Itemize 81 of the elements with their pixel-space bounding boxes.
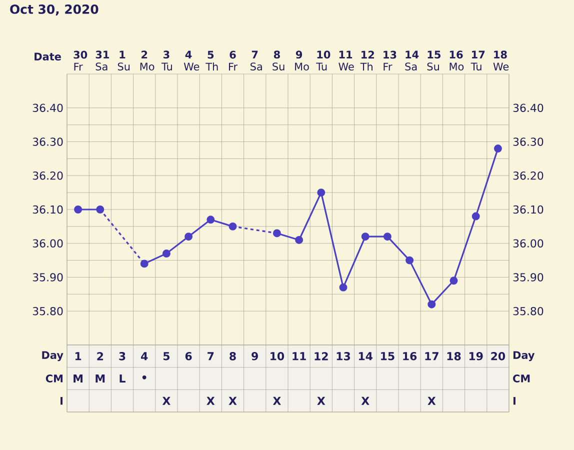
text: 5 [163, 352, 170, 360]
x-tick-label: 15 Su [427, 50, 440, 70]
point [428, 300, 436, 308]
text: 6 [185, 352, 192, 360]
x-tick-label: 10 Tu [316, 50, 330, 70]
y-tick-label: 36.30 [32, 138, 63, 146]
point [184, 232, 193, 241]
x-tick-label: 14 Sa [405, 50, 419, 70]
text: 9 [252, 352, 258, 360]
text: 11 [292, 352, 306, 360]
text: 20 [491, 352, 506, 360]
point [339, 283, 348, 292]
text: • [142, 376, 146, 380]
x-tick-label: 7 Sa [250, 50, 262, 70]
point [74, 206, 82, 214]
x-tick-label: 6 Fr [229, 50, 238, 70]
point [406, 256, 414, 264]
text: X [162, 396, 170, 405]
text: 8 [230, 352, 236, 360]
x-tick-label: 3 Tu [161, 50, 172, 70]
text: X [272, 396, 281, 405]
x-tick-label: 9 Mo [295, 50, 309, 70]
text: X [317, 396, 326, 405]
x-tick-label: 30 Fr [74, 50, 88, 70]
x-tick-label: 4 We [184, 50, 200, 70]
text: 17 [425, 352, 438, 360]
y-tick-label: CM [513, 374, 530, 382]
text: X [206, 396, 215, 405]
x-tick-label: 13 Fr [384, 50, 396, 70]
y-tick-label: 36.00 [32, 239, 63, 248]
y-tick-label: 36.10 [32, 205, 63, 214]
x-tick-label: 5 Th [206, 50, 218, 70]
text: 4 [141, 352, 148, 360]
point [317, 188, 326, 197]
text: X [228, 396, 237, 405]
text: 18 [447, 352, 461, 360]
point [140, 260, 148, 268]
chart-title: Oct 30, 2020 [10, 4, 98, 16]
point [295, 236, 304, 244]
point [494, 144, 502, 153]
text: 2 [97, 352, 104, 360]
y-tick-label: 35.80 [32, 306, 63, 316]
text: 16 [403, 352, 417, 360]
x-tick-label: 18 We [493, 50, 509, 70]
text: 19 [469, 352, 483, 360]
text: M [96, 374, 105, 382]
text: 10 [270, 352, 284, 360]
point [228, 222, 237, 230]
text: 15 [381, 352, 394, 360]
y-tick-label: 36.20 [32, 171, 63, 180]
x-axis-title: Date [34, 52, 61, 60]
x-tick-label: 17 Tu [470, 50, 485, 70]
point [272, 229, 281, 238]
x-tick-label: 1 Su [118, 50, 130, 70]
y-tick-label: Day [513, 351, 535, 362]
y-tick-label: 35.90 [32, 273, 63, 282]
text: X [428, 396, 436, 405]
x-tick-label: 12 Th [360, 50, 374, 70]
text: 1 [75, 352, 82, 360]
point [450, 276, 458, 285]
point [206, 216, 215, 224]
text: 7 [208, 352, 214, 360]
y-tick-label: I [513, 397, 516, 405]
text: X [361, 396, 370, 405]
x-tick-label: 2 Mo [140, 50, 154, 70]
point [383, 232, 392, 241]
point [162, 250, 170, 258]
text: 14 [358, 352, 372, 360]
text: M [74, 374, 82, 382]
x-tick-label: 8 Su [272, 50, 284, 70]
point [96, 206, 104, 214]
y-tick-label: 36.40 [32, 104, 63, 112]
text: 13 [336, 352, 350, 360]
x-tick-label: 31 Sa [96, 50, 109, 70]
text: L [120, 374, 126, 382]
point [361, 232, 370, 241]
text: 12 [314, 352, 328, 360]
x-tick-label: 11 We [338, 50, 354, 70]
point [472, 212, 480, 220]
x-tick-label: 16 Mo [450, 50, 464, 70]
text: 3 [119, 352, 126, 360]
